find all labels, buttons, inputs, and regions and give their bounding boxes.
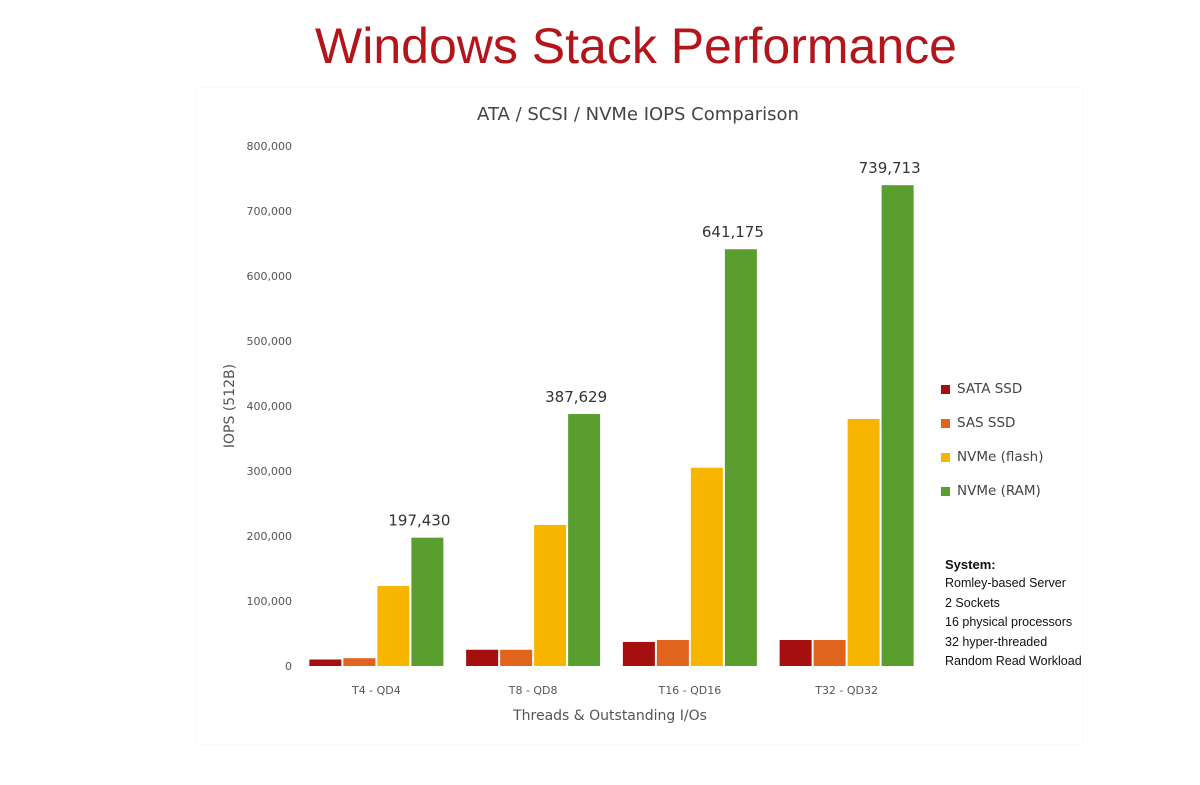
legend-item-sas-ssd: SAS SSD: [941, 406, 1091, 440]
system-note-line: 16 physical processors: [945, 615, 1073, 629]
bar-sas-ssd-2: [656, 640, 689, 666]
slide-title: Windows Stack Performance: [315, 18, 957, 74]
system-note-heading: System:: [945, 557, 996, 572]
data-label: 739,713: [859, 159, 921, 177]
system-note-line: 2 Sockets: [945, 595, 1000, 610]
bar-nvme-ram-0: [411, 537, 444, 666]
system-note-line: Random Read Workload: [945, 654, 1082, 668]
legend-label: NVMe (flash): [957, 449, 1044, 465]
x-axis-ticks: T4 - QD4 T8 - QD8 T16 - QD16 T32 - QD32: [351, 684, 878, 697]
chart-panel: [197, 88, 1082, 744]
y-tick-label: 100,000: [247, 595, 293, 608]
bar-nvme-ram-3: [881, 185, 914, 666]
system-note: System: Romley-based Server 2 Sockets 16…: [945, 555, 1145, 672]
data-labels: 197,430 387,629 641,175 739,713: [388, 159, 920, 529]
legend-item-nvme-ram: NVMe (RAM): [941, 474, 1091, 508]
legend-label: NVMe (RAM): [957, 483, 1041, 499]
bar-sas-ssd-1: [500, 649, 533, 666]
legend-item-nvme-flash: NVMe (flash): [941, 440, 1091, 474]
x-tick-label: T32 - QD32: [814, 684, 878, 697]
bar-sas-ssd-0: [343, 658, 376, 666]
data-label: 387,629: [545, 388, 607, 406]
legend: SATA SSD SAS SSD NVMe (flash) NVMe (RAM): [941, 372, 1091, 508]
x-tick-label: T8 - QD8: [508, 684, 558, 697]
legend-label: SAS SSD: [957, 415, 1016, 431]
legend-label: SATA SSD: [957, 381, 1023, 397]
y-tick-label: 200,000: [247, 530, 293, 543]
bar-nvme-flash-1: [534, 524, 567, 666]
bar-nvme-flash-3: [847, 419, 880, 666]
x-tick-label: T16 - QD16: [657, 684, 721, 697]
bar-sata-ssd-0: [309, 659, 342, 666]
legend-swatch: [941, 486, 950, 496]
y-tick-label: 0: [285, 660, 292, 673]
system-note-line: Romley-based Server: [945, 576, 1066, 590]
bar-nvme-ram-2: [724, 249, 757, 666]
bar-nvme-flash-2: [690, 467, 723, 666]
data-label: 641,175: [702, 223, 764, 241]
y-tick-label: 300,000: [247, 465, 293, 478]
legend-swatch: [941, 418, 950, 428]
bar-nvme-flash-0: [377, 586, 410, 666]
bar-sata-ssd-1: [466, 649, 499, 666]
y-tick-label: 700,000: [247, 205, 293, 218]
chart-title: ATA / SCSI / NVMe IOPS Comparison: [477, 104, 799, 125]
y-axis-ticks: 0 100,000 200,000 300,000 400,000 500,000 600,…: [247, 140, 293, 673]
bar-sata-ssd-3: [779, 640, 812, 666]
y-tick-label: 400,000: [247, 400, 293, 413]
y-tick-label: 500,000: [247, 335, 293, 348]
x-axis-label: Threads & Outstanding I/Os: [512, 708, 707, 724]
bar-nvme-ram-1: [568, 414, 601, 666]
bar-sas-ssd-3: [813, 640, 846, 666]
legend-swatch: [941, 384, 950, 394]
x-tick-label: T4 - QD4: [351, 684, 401, 697]
legend-swatch: [941, 452, 950, 462]
legend-item-sata-ssd: SATA SSD: [941, 372, 1091, 406]
y-axis-label: IOPS (512B): [222, 364, 238, 448]
bars: [309, 185, 914, 666]
y-tick-label: 600,000: [247, 270, 293, 283]
data-label: 197,430: [388, 512, 450, 530]
system-note-line: 32 hyper-threaded: [945, 634, 1048, 649]
y-tick-label: 800,000: [247, 140, 293, 153]
bar-sata-ssd-2: [622, 641, 655, 666]
